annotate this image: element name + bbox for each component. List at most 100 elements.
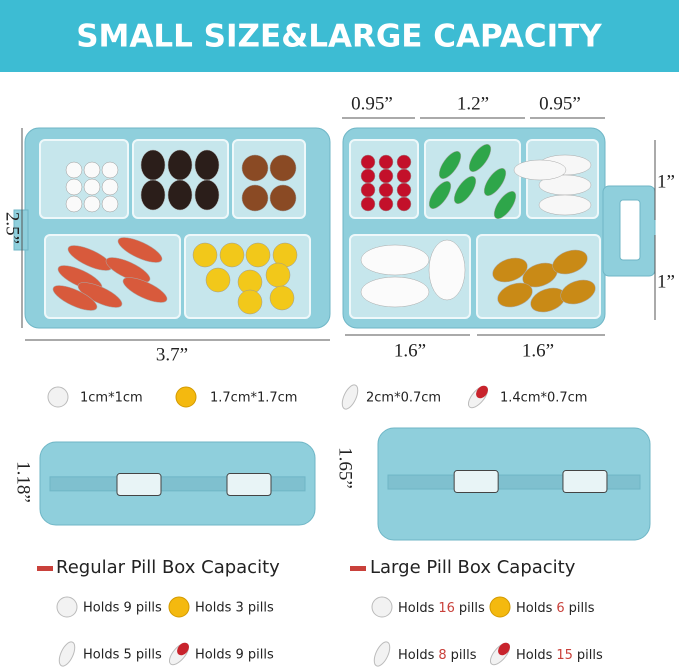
pill [493, 191, 517, 219]
pill [192, 242, 218, 268]
pill [194, 179, 220, 211]
pill [483, 168, 507, 196]
capacity-count: 16 [438, 601, 455, 616]
pill [513, 159, 567, 181]
pill [378, 168, 394, 184]
pill [492, 257, 528, 283]
pill [140, 149, 166, 181]
pill [83, 161, 101, 179]
pill-icon [341, 384, 359, 410]
capacity-count: 8 [438, 648, 446, 663]
pill [83, 195, 101, 213]
pill-icon [177, 642, 189, 656]
capacity-suffix: pills [569, 601, 595, 616]
dim-label: 1.65” [335, 447, 356, 489]
bullet [350, 566, 366, 571]
pill [378, 154, 394, 170]
pill [560, 279, 596, 305]
clip [116, 473, 162, 497]
pill [205, 267, 231, 293]
capacity-item: Holds 16 pills [398, 601, 485, 616]
dim-label: 0.95” [539, 93, 581, 114]
capacity-item: Holds 9 pills [83, 601, 162, 616]
pill-icon [168, 596, 190, 618]
pill [122, 277, 168, 303]
pill [360, 182, 376, 198]
pill [360, 168, 376, 184]
capacity-prefix: Holds [516, 648, 553, 663]
pill [245, 242, 271, 268]
bullet [37, 566, 53, 571]
pill [219, 242, 245, 268]
capacity-item: Holds 15 pills [516, 648, 603, 663]
pill [117, 237, 163, 263]
pill [101, 195, 119, 213]
pill-size: 2cm*0.7cm [366, 391, 441, 406]
pill [167, 179, 193, 211]
pill-icon [498, 642, 510, 656]
pill [360, 196, 376, 212]
pill [265, 262, 291, 288]
capacity-suffix: pills [459, 601, 485, 616]
pill [497, 282, 533, 308]
clip [453, 470, 499, 494]
pill-icon [175, 386, 197, 408]
clip [562, 470, 608, 494]
pill-icon [47, 386, 69, 408]
pill-size: 1.7cm*1.7cm [210, 391, 297, 406]
pill [167, 149, 193, 181]
pill [101, 161, 119, 179]
capacity-title: Large Pill Box Capacity [370, 557, 576, 578]
pill-icon [373, 641, 391, 667]
capacity-item: Holds 6 pills [516, 601, 595, 616]
pill [396, 182, 412, 198]
capacity-item: Holds 5 pills [83, 648, 162, 663]
pill [65, 161, 83, 179]
pill [65, 195, 83, 213]
pill [269, 154, 297, 182]
pill [77, 282, 123, 308]
dim-label: 0.95” [351, 93, 393, 114]
pill-size: 1.4cm*0.7cm [500, 391, 587, 406]
pill [428, 239, 466, 301]
pill [269, 285, 295, 311]
pill [538, 194, 592, 216]
capacity-item: Holds 8 pills [398, 648, 477, 663]
pill [396, 196, 412, 212]
capacity-suffix: pills [451, 648, 477, 663]
pill [428, 181, 452, 209]
pill [269, 184, 297, 212]
pill [360, 276, 430, 308]
pill [241, 184, 269, 212]
pill-icon [371, 596, 393, 618]
pill-size: 1cm*1cm [80, 391, 143, 406]
capacity-prefix: Holds [398, 648, 435, 663]
pill [360, 244, 430, 276]
dim-label: 1.6” [522, 340, 554, 361]
pill [140, 179, 166, 211]
dim-label: 1.2” [457, 93, 489, 114]
capacity-prefix: Holds [398, 601, 435, 616]
latch-hole [619, 199, 641, 261]
compartment [232, 139, 306, 219]
capacity-count: 6 [556, 601, 564, 616]
dim-label: 2.5” [2, 212, 23, 244]
capacity-item: Holds 9 pills [195, 648, 274, 663]
pill-icon [56, 596, 78, 618]
pill-icon [476, 385, 488, 399]
banner-title: SMALL SIZE&LARGE CAPACITY [76, 19, 602, 55]
pill [453, 176, 477, 204]
dim-label: 1” [657, 171, 675, 192]
pill [360, 154, 376, 170]
capacity-title: Regular Pill Box Capacity [56, 557, 280, 578]
dim-label: 1.6” [394, 340, 426, 361]
hinge [13, 209, 29, 251]
pill [378, 182, 394, 198]
pill-icon [489, 596, 511, 618]
pill [52, 285, 98, 311]
capacity-suffix: pills [577, 648, 603, 663]
dim-label: 1” [657, 271, 675, 292]
pill [241, 154, 269, 182]
